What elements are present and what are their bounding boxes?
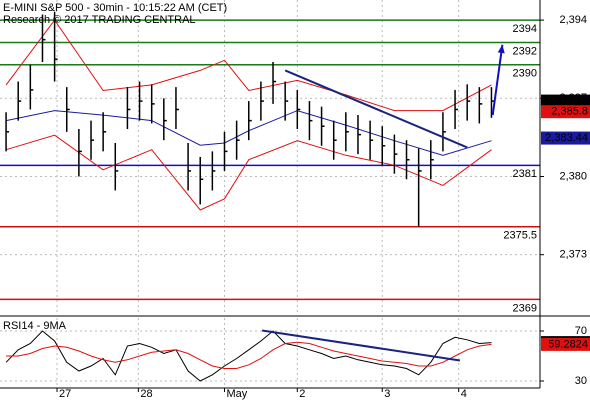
x-tick-label: 3 <box>384 388 390 400</box>
x-tick-label: 27 <box>59 388 71 400</box>
lower-band <box>5 134 492 211</box>
rsi-title: RSI14 - 9MA <box>3 320 67 332</box>
chart-title: E-MINI S&P 500 - 30min - 10:15:22 AM (CE… <box>3 2 227 14</box>
x-tick-label: 2 <box>299 388 305 400</box>
upper-band <box>5 19 492 112</box>
indicator-line <box>5 330 492 382</box>
y-tick-label: 2,373 <box>559 249 587 261</box>
value-box <box>541 337 590 351</box>
y-tick-label: 30 <box>575 375 587 387</box>
y-tick-label: 2,380 <box>559 170 587 182</box>
value-box <box>541 105 590 119</box>
level-label: 2369 <box>513 302 537 314</box>
y-tick-label: 70 <box>575 325 587 337</box>
chart-subtitle: Research © 2017 TRADING CENTRAL <box>3 14 196 26</box>
value-box-label: 59.2824 <box>548 338 588 350</box>
arrow-head <box>497 44 505 54</box>
level-label: 2394 <box>513 23 537 35</box>
value-box <box>541 94 590 108</box>
level-label: 2381 <box>513 168 537 180</box>
x-tick-label: May <box>226 388 247 400</box>
x-tick-label: 28 <box>140 388 152 400</box>
trend-line <box>261 329 461 362</box>
value-box-label: 2,385.8 <box>551 106 588 118</box>
value-box-label: 2,386.75 <box>545 95 588 107</box>
x-tick-label: 4 <box>461 388 467 400</box>
level-label: 2392 <box>513 45 537 57</box>
value-box-label: 2,383.44 <box>545 132 588 144</box>
arrow <box>491 44 504 116</box>
trend-line <box>284 69 468 149</box>
value-box <box>541 131 590 145</box>
indicator-line <box>6 341 492 369</box>
y-tick-label: 2,394 <box>559 14 587 26</box>
level-label: 2390 <box>513 68 537 80</box>
level-label: 2375.5 <box>503 230 537 242</box>
